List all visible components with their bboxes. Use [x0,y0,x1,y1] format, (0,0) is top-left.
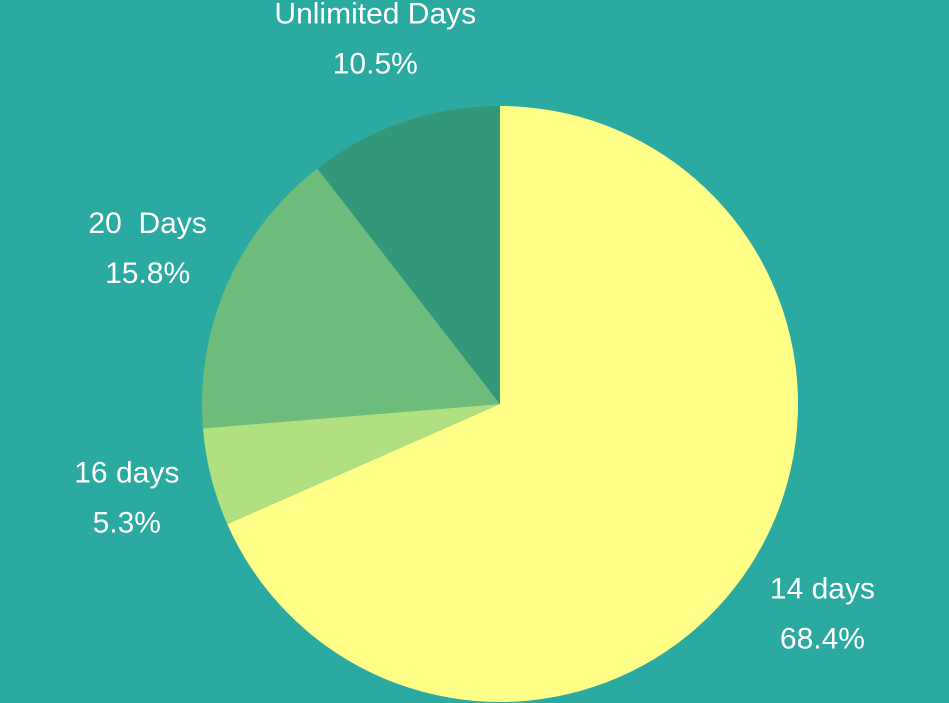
slice-label: 14 days [770,572,875,605]
slice-value-label: 10.5% [333,48,418,81]
slice-label: Unlimited Days [274,0,476,31]
slice-label: 20 Days [88,207,206,240]
pie-slice [227,106,798,702]
slice-value-label: 15.8% [105,257,190,290]
pie-slice [202,404,500,525]
slice-label: 16 days [74,456,179,489]
slice-value-label: 68.4% [780,622,865,655]
pie-slice [202,168,501,429]
slice-value-label: 5.3% [93,506,161,539]
pie-slice [317,106,500,404]
